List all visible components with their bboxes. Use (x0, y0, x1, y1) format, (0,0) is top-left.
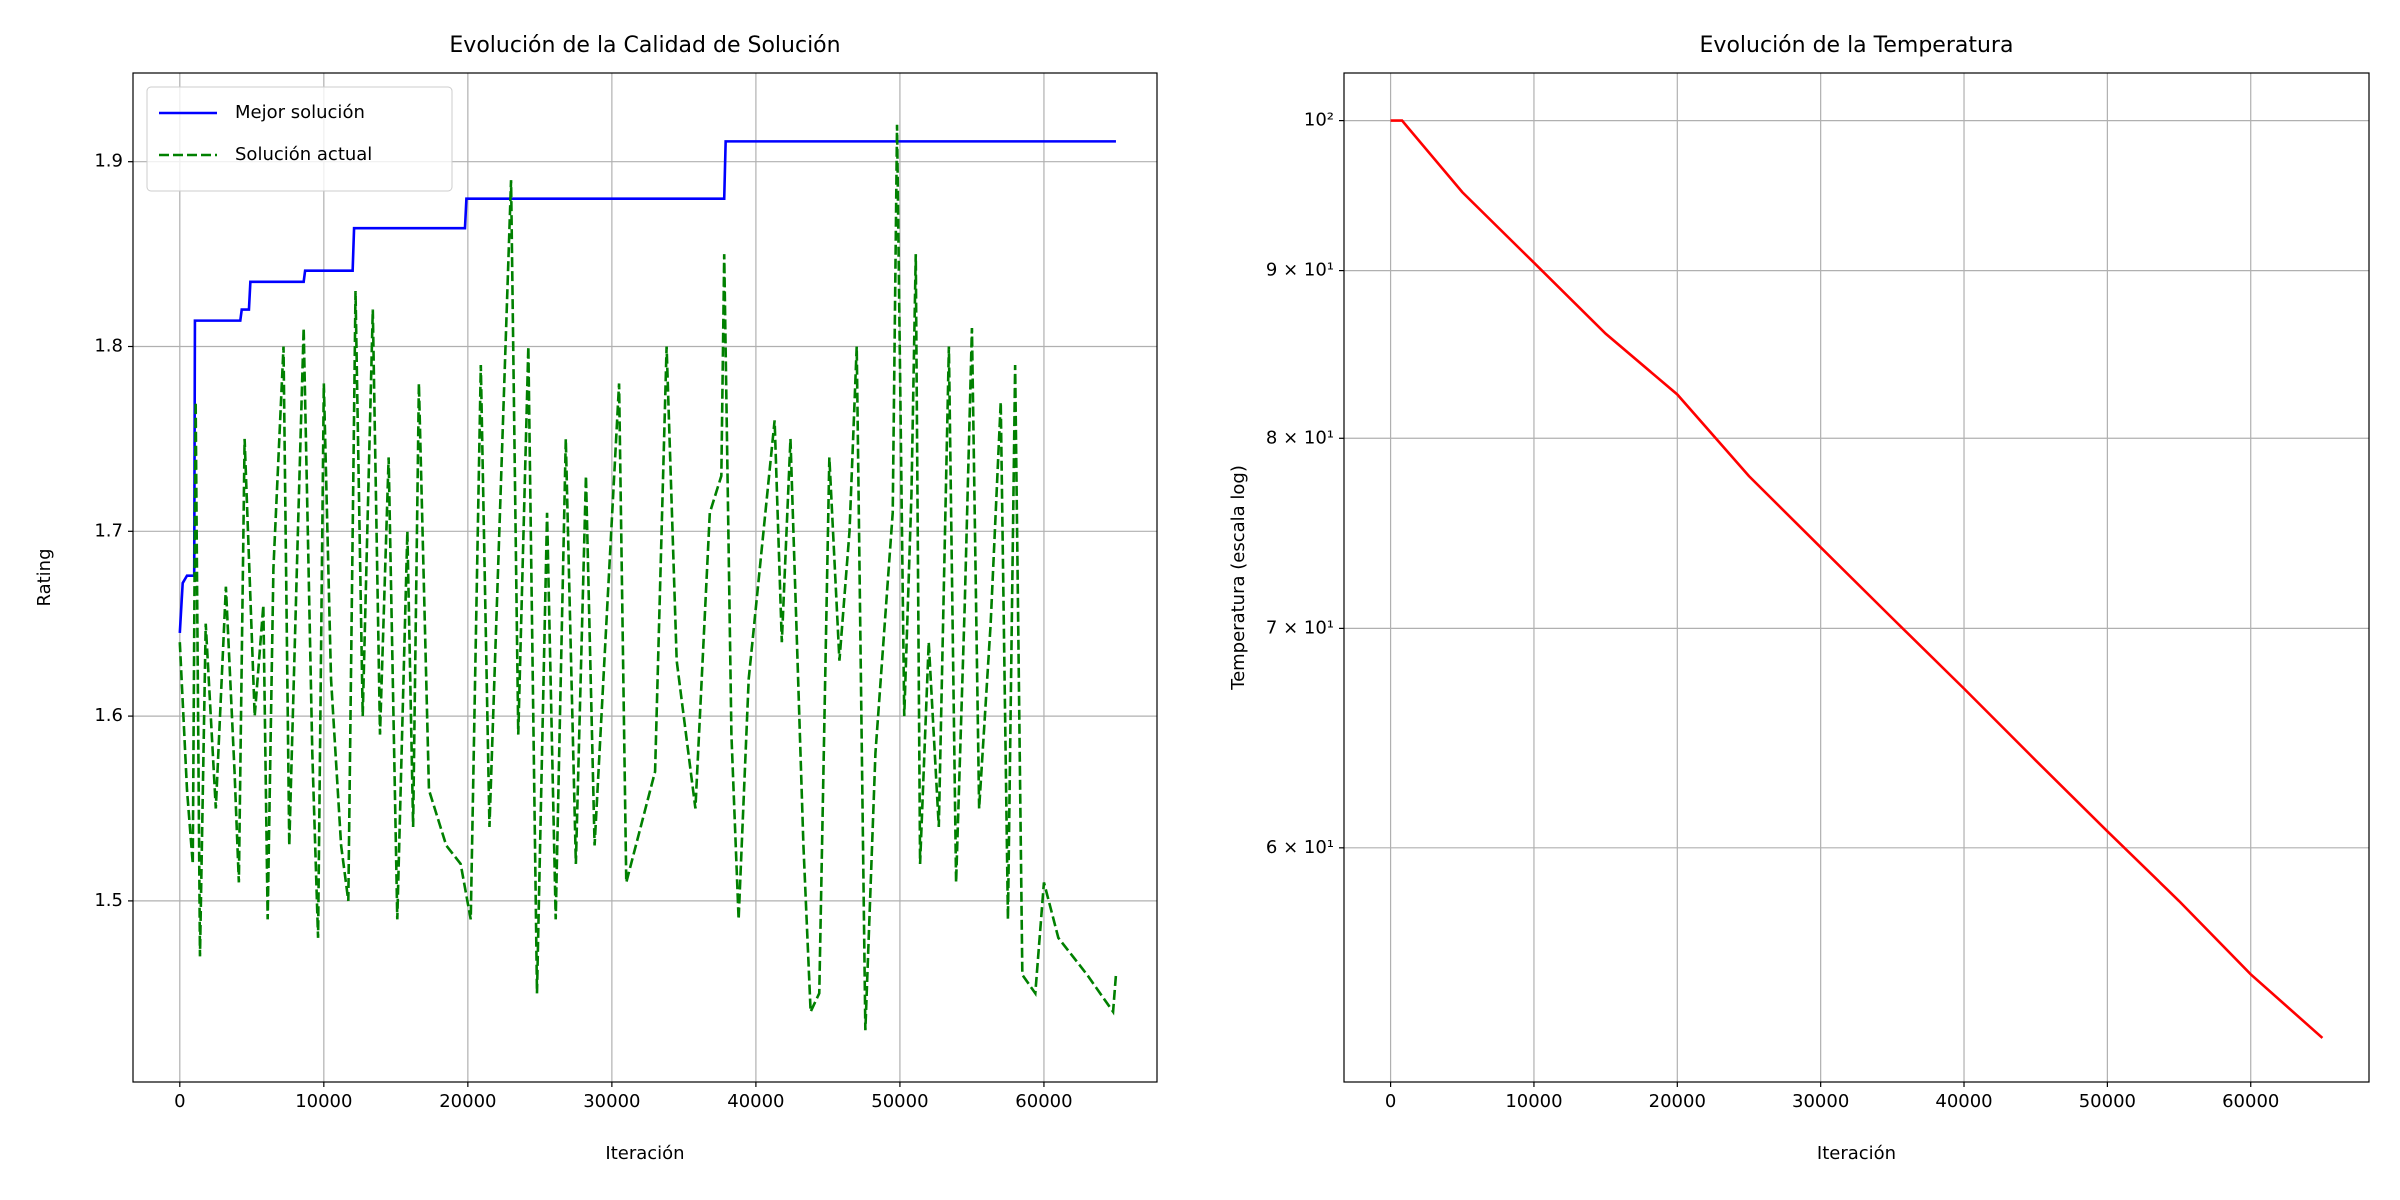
y-axis-label: Rating (34, 548, 55, 606)
x-tick-label: 60000 (1015, 1091, 1072, 1112)
y-tick-label: 6 × 10¹ (1266, 837, 1334, 858)
chart-title: Evolución de la Temperatura (1700, 33, 2014, 58)
x-tick-label: 40000 (1935, 1091, 1992, 1112)
y-tick-label: 8 × 10¹ (1266, 427, 1334, 448)
x-axis-label: Iteración (605, 1143, 684, 1164)
x-tick-label: 0 (1385, 1091, 1396, 1112)
x-tick-label: 10000 (1505, 1091, 1562, 1112)
x-tick-label: 40000 (727, 1091, 784, 1112)
data-line (178, 140, 1116, 634)
legend-frame (146, 86, 453, 192)
y-tick-label: 9 × 10¹ (1266, 260, 1334, 281)
y-tick-label: 1.7 (94, 520, 123, 541)
x-axis-label: Iteración (1817, 1143, 1896, 1164)
chart-title: Evolución de la Calidad de Solución (449, 33, 840, 58)
y-axis-label: Temperatura (escala log) (1228, 465, 1249, 691)
y-tick-label: 1.8 (94, 336, 123, 357)
x-tick-label: 0 (174, 1091, 185, 1112)
x-tick-label: 50000 (2079, 1091, 2136, 1112)
x-tick-label: 20000 (439, 1091, 496, 1112)
x-tick-label: 30000 (1792, 1091, 1849, 1112)
y-tick-label: 7 × 10¹ (1266, 617, 1334, 638)
x-tick-label: 50000 (871, 1091, 928, 1112)
x-tick-label: 30000 (583, 1091, 640, 1112)
data-line (178, 124, 1118, 1031)
y-tick-label: 1.5 (94, 890, 123, 911)
y-tick-label: 1.9 (94, 151, 123, 172)
y-tick-label: 1.6 (94, 705, 123, 726)
data-line (1390, 119, 2324, 1039)
legend-label: Mejor solución (235, 102, 365, 123)
axes-frame (1343, 72, 2370, 1083)
y-tick-label: 10² (1304, 110, 1334, 131)
x-tick-label: 10000 (295, 1091, 352, 1112)
legend-label: Solución actual (235, 144, 372, 165)
axes-frame (132, 72, 1158, 1083)
x-tick-label: 60000 (2222, 1091, 2279, 1112)
x-tick-label: 20000 (1649, 1091, 1706, 1112)
legend: Mejor solución Solución actual (146, 86, 453, 192)
